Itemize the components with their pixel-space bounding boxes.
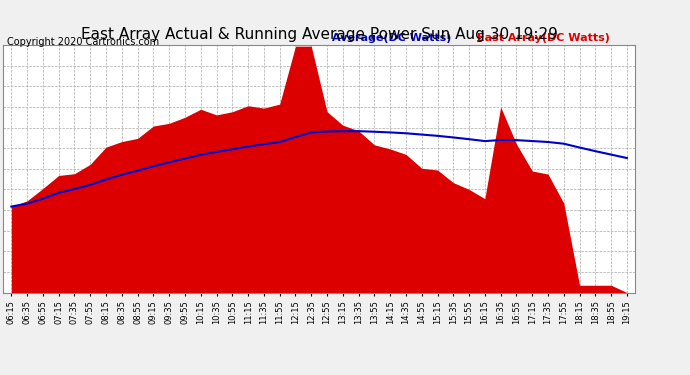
Text: East Array(DC Watts): East Array(DC Watts) [477,33,610,42]
Text: Average(DC Watts): Average(DC Watts) [332,33,451,42]
Title: East Array Actual & Running Average Power Sun Aug 30 19:29: East Array Actual & Running Average Powe… [81,27,558,42]
Text: Copyright 2020 Cartronics.com: Copyright 2020 Cartronics.com [7,37,159,47]
